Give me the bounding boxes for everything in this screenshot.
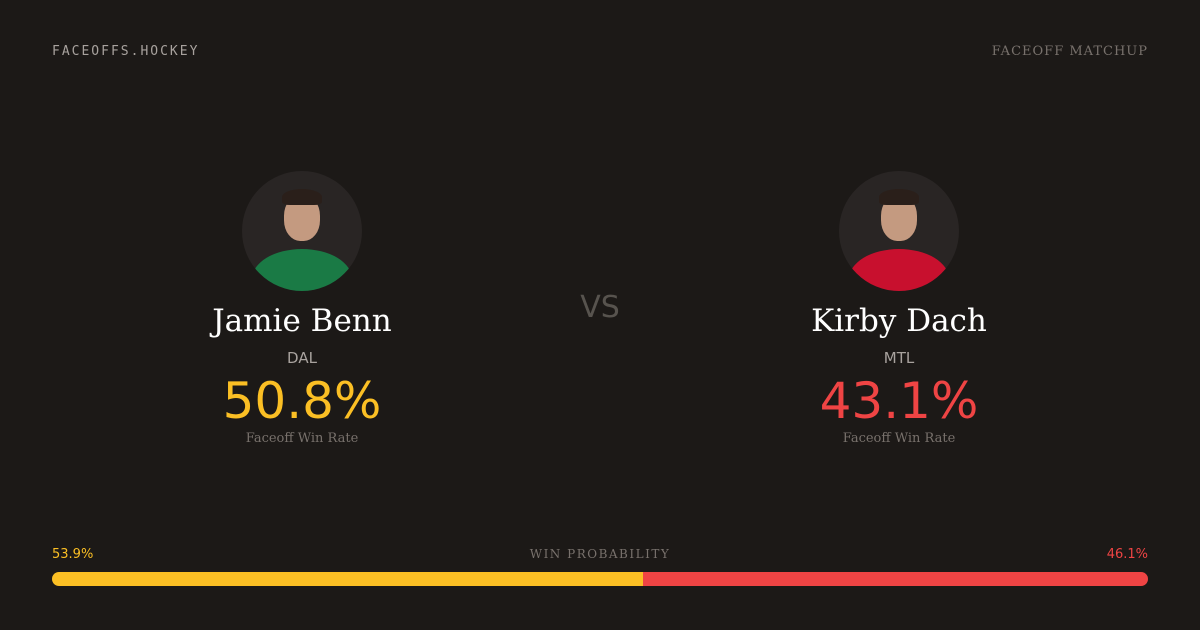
- faceoff-rate: 43.1%: [819, 372, 979, 430]
- win-prob-bar-left: [52, 572, 643, 586]
- win-prob-right: 46.1%: [1106, 547, 1148, 562]
- brand-logo: FACEOFFS.HOCKEY: [52, 44, 200, 59]
- faceoff-rate: 50.8%: [222, 372, 382, 430]
- page-tag: FACEOFF MATCHUP: [991, 44, 1148, 59]
- player-card-left: Jamie Benn DAL 50.8% Faceoff Win Rate: [152, 171, 452, 446]
- win-probability-bar: [52, 572, 1148, 586]
- player-team: MTL: [883, 349, 915, 367]
- player-card-right: Kirby Dach MTL 43.1% Faceoff Win Rate: [749, 171, 1049, 446]
- win-prob-left: 53.9%: [52, 547, 94, 562]
- win-prob-label: WIN PROBABILITY: [529, 547, 671, 561]
- vs-label: VS: [580, 290, 620, 325]
- faceoff-rate-label: Faceoff Win Rate: [842, 431, 956, 446]
- win-prob-bar-right: [642, 572, 1148, 586]
- player-avatar: [242, 171, 362, 291]
- player-team: DAL: [287, 349, 317, 367]
- faceoff-rate-label: Faceoff Win Rate: [245, 431, 359, 446]
- player-name: Kirby Dach: [811, 303, 987, 339]
- player-avatar: [839, 171, 959, 291]
- player-name: Jamie Benn: [212, 303, 392, 339]
